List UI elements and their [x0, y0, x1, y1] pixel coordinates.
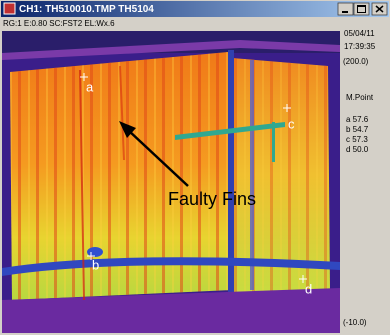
app-icon — [4, 3, 15, 14]
annotation: Faulty Fins — [168, 189, 256, 209]
header-info: RG:1 E:0.80 SC:FST2 EL:Wx.6 — [3, 19, 115, 28]
point-label: a — [86, 79, 94, 94]
panel-heading: M.Point — [346, 93, 374, 102]
header-time: 17:39:35 — [344, 42, 376, 51]
thermal-image — [2, 31, 340, 333]
point-label: c — [288, 116, 295, 131]
reading: c 57.3 — [346, 135, 368, 144]
header-date: 05/04/11 — [344, 29, 375, 38]
close-button[interactable] — [372, 3, 387, 15]
reading: d 50.0 — [346, 145, 369, 154]
reading: b 54.7 — [346, 125, 369, 134]
window-title: CH1: TH510010.TMP TH5104 — [19, 4, 154, 15]
minimize-button[interactable] — [338, 3, 353, 15]
window: CH1: TH510010.TMP TH5104 RG:1 E:0.80 SC:… — [0, 0, 390, 335]
scale-min: (-10.0) — [343, 318, 367, 327]
point-label: b — [92, 257, 99, 272]
reading: a 57.6 — [346, 115, 369, 124]
point-label: d — [305, 281, 312, 296]
scale-max: (200.0) — [343, 57, 369, 66]
maximize-button[interactable] — [354, 3, 369, 15]
